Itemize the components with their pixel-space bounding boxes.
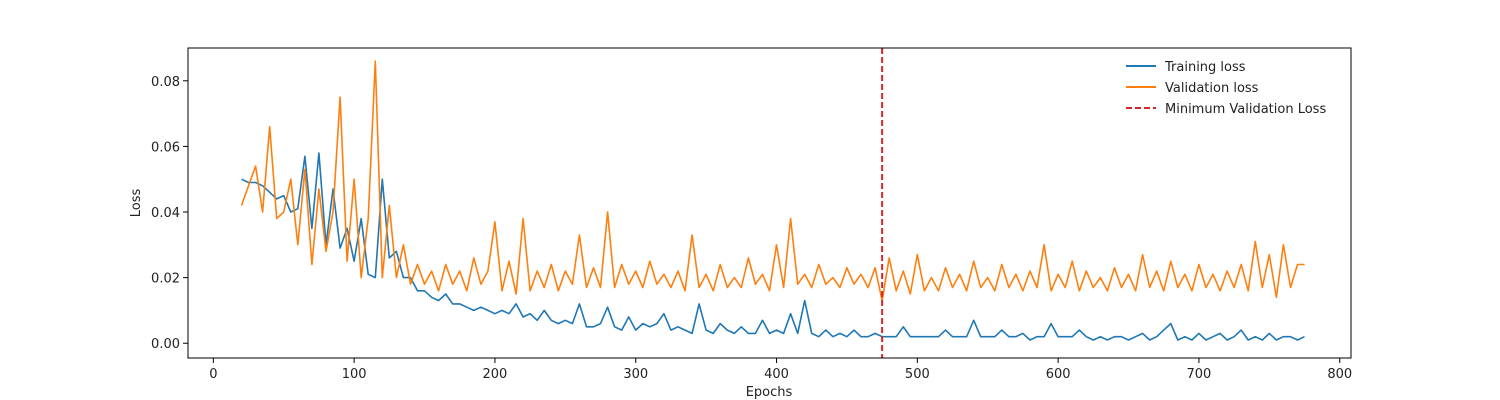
x-tick-label: 700	[1187, 367, 1212, 382]
x-axis-title: Epochs	[746, 385, 793, 400]
y-tick-label: 0.06	[151, 140, 180, 155]
legend-label-validation-loss: Validation loss	[1165, 81, 1259, 96]
legend-label-min-val-loss: Minimum Validation Loss	[1165, 102, 1326, 117]
x-tick-label: 500	[905, 367, 930, 382]
y-axis: 0.00 0.02 0.04 0.06 0.08	[151, 75, 188, 352]
x-axis: 0 100 200 300 400 500 600 700 800	[209, 358, 1352, 382]
y-tick-label: 0.02	[151, 272, 180, 287]
series-line-training-loss	[241, 152, 1305, 341]
y-tick-label: 0.04	[151, 206, 180, 221]
x-tick-label: 0	[209, 367, 217, 382]
plot-frame	[187, 47, 1352, 359]
y-tick-label: 0.08	[151, 75, 180, 90]
legend: Training loss Validation loss Minimum Va…	[1126, 60, 1326, 117]
y-axis-title: Loss	[129, 189, 144, 218]
series-line-validation-loss	[240, 60, 1305, 302]
x-tick-label: 100	[342, 367, 367, 382]
x-tick-label: 400	[764, 367, 789, 382]
x-tick-label: 800	[1327, 367, 1352, 382]
legend-label-training-loss: Training loss	[1164, 60, 1246, 75]
x-tick-label: 200	[483, 367, 508, 382]
x-tick-label: 300	[623, 367, 648, 382]
x-tick-label: 600	[1046, 367, 1071, 382]
y-tick-label: 0.00	[151, 337, 180, 352]
plot-lines	[240, 48, 1305, 358]
